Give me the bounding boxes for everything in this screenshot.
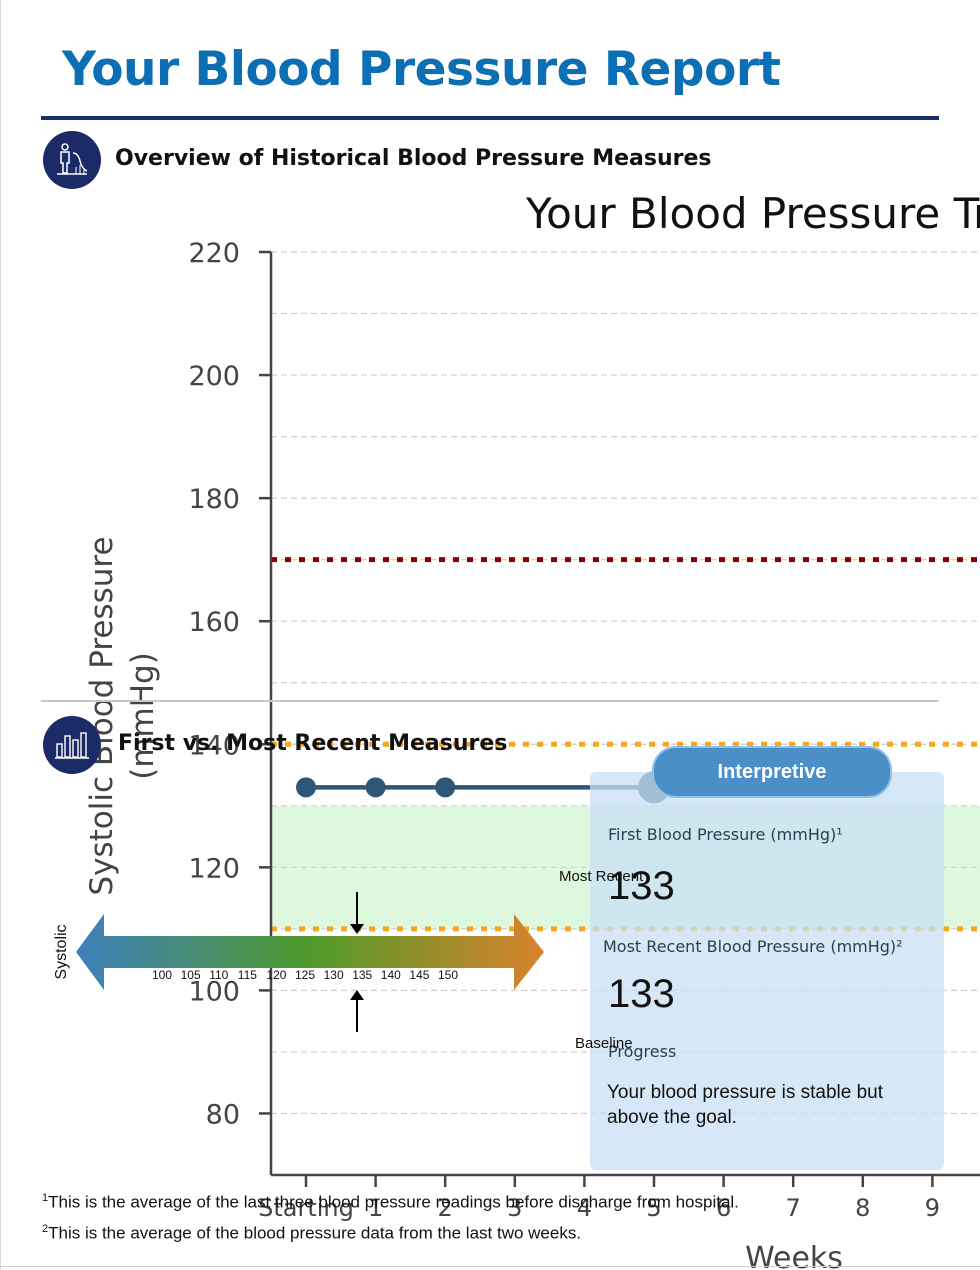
data-point	[296, 777, 316, 798]
systolic-scale-arrow	[76, 914, 544, 990]
x-tick-label: 4	[577, 1194, 592, 1222]
scale-tick-label: 140	[380, 968, 401, 982]
recent-bp-label: Most Recent Blood Pressure (mmHg)²	[603, 937, 903, 956]
recent-bp-value: 133	[608, 972, 675, 1016]
y-axis-label: Systolic Blood Pressure	[84, 536, 120, 895]
report-title: Your Blood Pressure Report	[62, 42, 781, 97]
baseline-pointer	[350, 990, 364, 1032]
y-tick-label: 140	[188, 730, 240, 761]
x-tick-label: 8	[855, 1194, 870, 1222]
y-tick-label: 180	[188, 484, 240, 515]
chart-title: Your Blood Pressure Tr	[525, 189, 980, 238]
scale-tick-label: 145	[409, 968, 430, 982]
systolic-scale-label: Systolic	[53, 924, 70, 980]
first-bp-value: 133	[608, 864, 675, 908]
title-rule	[41, 116, 939, 120]
x-tick-label: 7	[786, 1194, 801, 1222]
data-point	[365, 777, 386, 798]
scale-tick-label: 130	[323, 968, 344, 982]
footnote-2-mark: 2	[42, 1223, 49, 1235]
footnote-2: 2This is the average of the blood pressu…	[42, 1223, 581, 1244]
y-tick-label: 120	[188, 853, 240, 884]
y-axis-unit: (mmHg)	[125, 652, 161, 780]
scale-tick-label: 120	[266, 968, 287, 982]
progress-text: Your blood pressure is stable but above …	[607, 1082, 884, 1128]
interpretive-pill[interactable]: Interpretive	[652, 746, 892, 798]
most-recent-pointer	[350, 892, 364, 934]
page-bottom-border	[0, 1266, 980, 1267]
x-tick-label: 2	[438, 1194, 453, 1222]
scale-tick-label: 135	[352, 968, 373, 982]
y-tick-label: 220	[188, 238, 240, 269]
patient-chart-icon	[43, 131, 101, 189]
y-tick-label: 80	[206, 1099, 240, 1130]
bar-chart-icon	[43, 716, 101, 774]
x-tick-label: 1	[368, 1194, 383, 1222]
x-tick-label: 5	[646, 1194, 661, 1222]
scale-tick-label: 110	[209, 968, 229, 982]
y-tick-label: 200	[188, 361, 240, 392]
x-tick-label: 3	[507, 1194, 522, 1222]
section-heading-comparison: First vs. Most Recent Measures	[118, 731, 508, 756]
scale-tick-label: 100	[152, 968, 173, 982]
y-tick-label: 100	[188, 976, 240, 1007]
progress-label: Progress	[608, 1042, 677, 1061]
footnote-2-text: This is the average of the blood pressur…	[48, 1223, 582, 1243]
baseline-marker-label: Baseline	[575, 1035, 633, 1052]
x-axis-label: Weeks	[745, 1241, 843, 1270]
section-divider	[41, 700, 939, 702]
first-bp-label: First Blood Pressure (mmHg)¹	[608, 825, 843, 844]
section-heading-overview: Overview of Historical Blood Pressure Me…	[115, 146, 712, 171]
data-point	[435, 777, 456, 798]
footnote-1-mark: 1	[42, 1192, 49, 1204]
most-recent-marker-label: Most Recent	[559, 868, 644, 885]
scale-tick-label: 115	[237, 968, 257, 982]
footnote-1-text: This is the average of the last three bl…	[48, 1192, 739, 1212]
page-left-border	[0, 0, 1, 1270]
footnote-1: 1This is the average of the last three b…	[42, 1192, 739, 1213]
x-tick-label: 9	[925, 1194, 940, 1222]
y-tick-label: 160	[188, 607, 240, 638]
scale-tick-label: 150	[438, 968, 459, 982]
interpretive-card	[590, 772, 944, 1170]
x-tick-label: 6	[716, 1194, 731, 1222]
scale-tick-label: 125	[295, 968, 316, 982]
scale-tick-label: 105	[180, 968, 201, 982]
x-tick-label: Starting	[258, 1194, 354, 1222]
